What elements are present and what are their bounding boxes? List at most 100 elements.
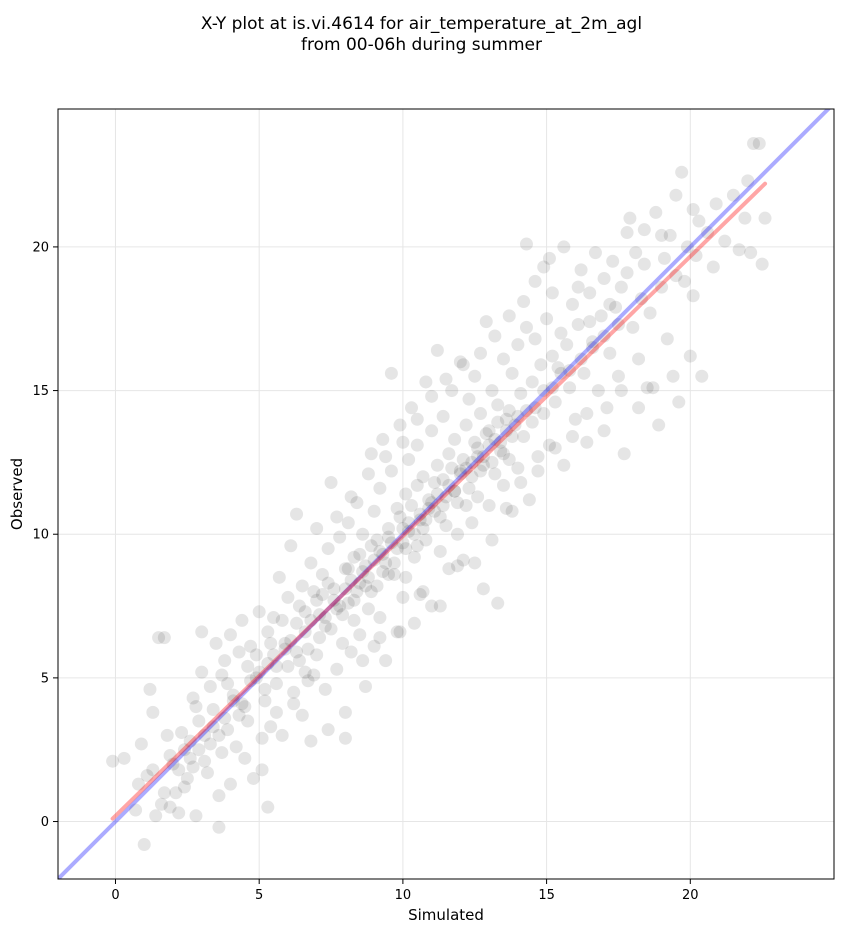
scatter-point <box>600 401 614 415</box>
scatter-point <box>298 625 312 639</box>
scatter-point <box>565 430 579 444</box>
scatter-point <box>496 447 510 461</box>
scatter-point <box>594 309 608 323</box>
scatter-point <box>473 346 487 360</box>
scatter-point <box>689 249 703 263</box>
scatter-point <box>442 447 456 461</box>
scatter-point <box>361 602 375 616</box>
scatter-point <box>364 585 378 599</box>
x-tick-label: 20 <box>682 888 699 903</box>
scatter-point <box>758 211 772 225</box>
scatter-point <box>382 567 396 581</box>
scatter-point <box>186 691 200 705</box>
scatter-point <box>663 228 677 242</box>
scatter-point <box>465 470 479 484</box>
scatter-point <box>620 226 634 240</box>
scatter-point <box>571 280 585 294</box>
scatter-point <box>678 274 692 288</box>
scatter-point <box>390 501 404 515</box>
scatter-point <box>258 694 272 708</box>
y-axis-label: Observed <box>8 458 26 530</box>
scatter-point <box>632 401 646 415</box>
scatter-point <box>367 553 381 567</box>
scatter-point <box>551 361 565 375</box>
scatter-point <box>275 613 289 627</box>
scatter-point <box>588 246 602 260</box>
scatter-point <box>502 309 516 323</box>
scatter-point <box>223 777 237 791</box>
scatter-point <box>399 570 413 584</box>
scatter-point <box>545 381 559 395</box>
scatter-point <box>350 496 364 510</box>
scatter-point <box>488 467 502 481</box>
scatter-point <box>407 550 421 564</box>
scatter-point <box>324 622 338 636</box>
scatter-point <box>310 521 324 535</box>
scatter-point <box>218 654 232 668</box>
scatter-point <box>479 315 493 329</box>
scatter-point <box>755 257 769 271</box>
scatter-point <box>471 490 485 504</box>
scatter-point <box>356 565 370 579</box>
scatter-point <box>695 369 709 383</box>
scatter-point <box>450 527 464 541</box>
scatter-point <box>669 269 683 283</box>
scatter-point <box>652 418 666 432</box>
scatter-point <box>491 415 505 429</box>
scatter-point <box>356 527 370 541</box>
x-axis-label: Simulated <box>408 906 484 924</box>
scatter-point <box>425 496 439 510</box>
x-tick-label: 10 <box>395 888 412 903</box>
scatter-point <box>445 384 459 398</box>
scatter-point <box>152 631 166 645</box>
scatter-point <box>183 734 197 748</box>
scatter-point <box>468 369 482 383</box>
scatter-point <box>439 490 453 504</box>
scatter-point <box>545 349 559 363</box>
scatter-point <box>166 757 180 771</box>
scatter-point <box>134 737 148 751</box>
scatter-point <box>304 613 318 627</box>
scatter-point <box>586 335 600 349</box>
scatter-point <box>313 608 327 622</box>
scatter-point <box>269 705 283 719</box>
scatter-point <box>597 329 611 343</box>
scatter-point <box>252 605 266 619</box>
scatter-point <box>405 401 419 415</box>
scatter-point <box>261 800 275 814</box>
scatter-point <box>393 510 407 524</box>
scatter-point <box>338 562 352 576</box>
y-tick-label: 15 <box>32 384 49 399</box>
scatter-point <box>499 424 513 438</box>
scatter-point <box>295 579 309 593</box>
scatter-point <box>347 593 361 607</box>
scatter-point <box>554 326 568 340</box>
scatter-point <box>304 556 318 570</box>
scatter-point <box>542 438 556 452</box>
scatter-point <box>425 389 439 403</box>
scatter-point <box>416 521 430 535</box>
data-points <box>106 136 772 852</box>
scatter-point <box>637 257 651 271</box>
reference-lines <box>58 109 832 879</box>
scatter-point <box>606 254 620 268</box>
scatter-point <box>505 504 519 518</box>
scatter-point <box>324 476 338 490</box>
scatter-point <box>269 677 283 691</box>
scatter-point <box>505 366 519 380</box>
scatter-point <box>333 599 347 613</box>
scatter-point <box>387 567 401 581</box>
scatter-point <box>519 320 533 334</box>
scatter-point <box>410 412 424 426</box>
scatter-point <box>557 458 571 472</box>
scatter-point <box>307 585 321 599</box>
scatter-point <box>235 613 249 627</box>
scatter-point <box>462 392 476 406</box>
scatter-point <box>646 381 660 395</box>
scatter-point <box>160 728 174 742</box>
scatter-point <box>430 343 444 357</box>
scatter-point <box>347 550 361 564</box>
scatter-point <box>655 228 669 242</box>
scatter-point <box>643 306 657 320</box>
scatter-point <box>683 349 697 363</box>
